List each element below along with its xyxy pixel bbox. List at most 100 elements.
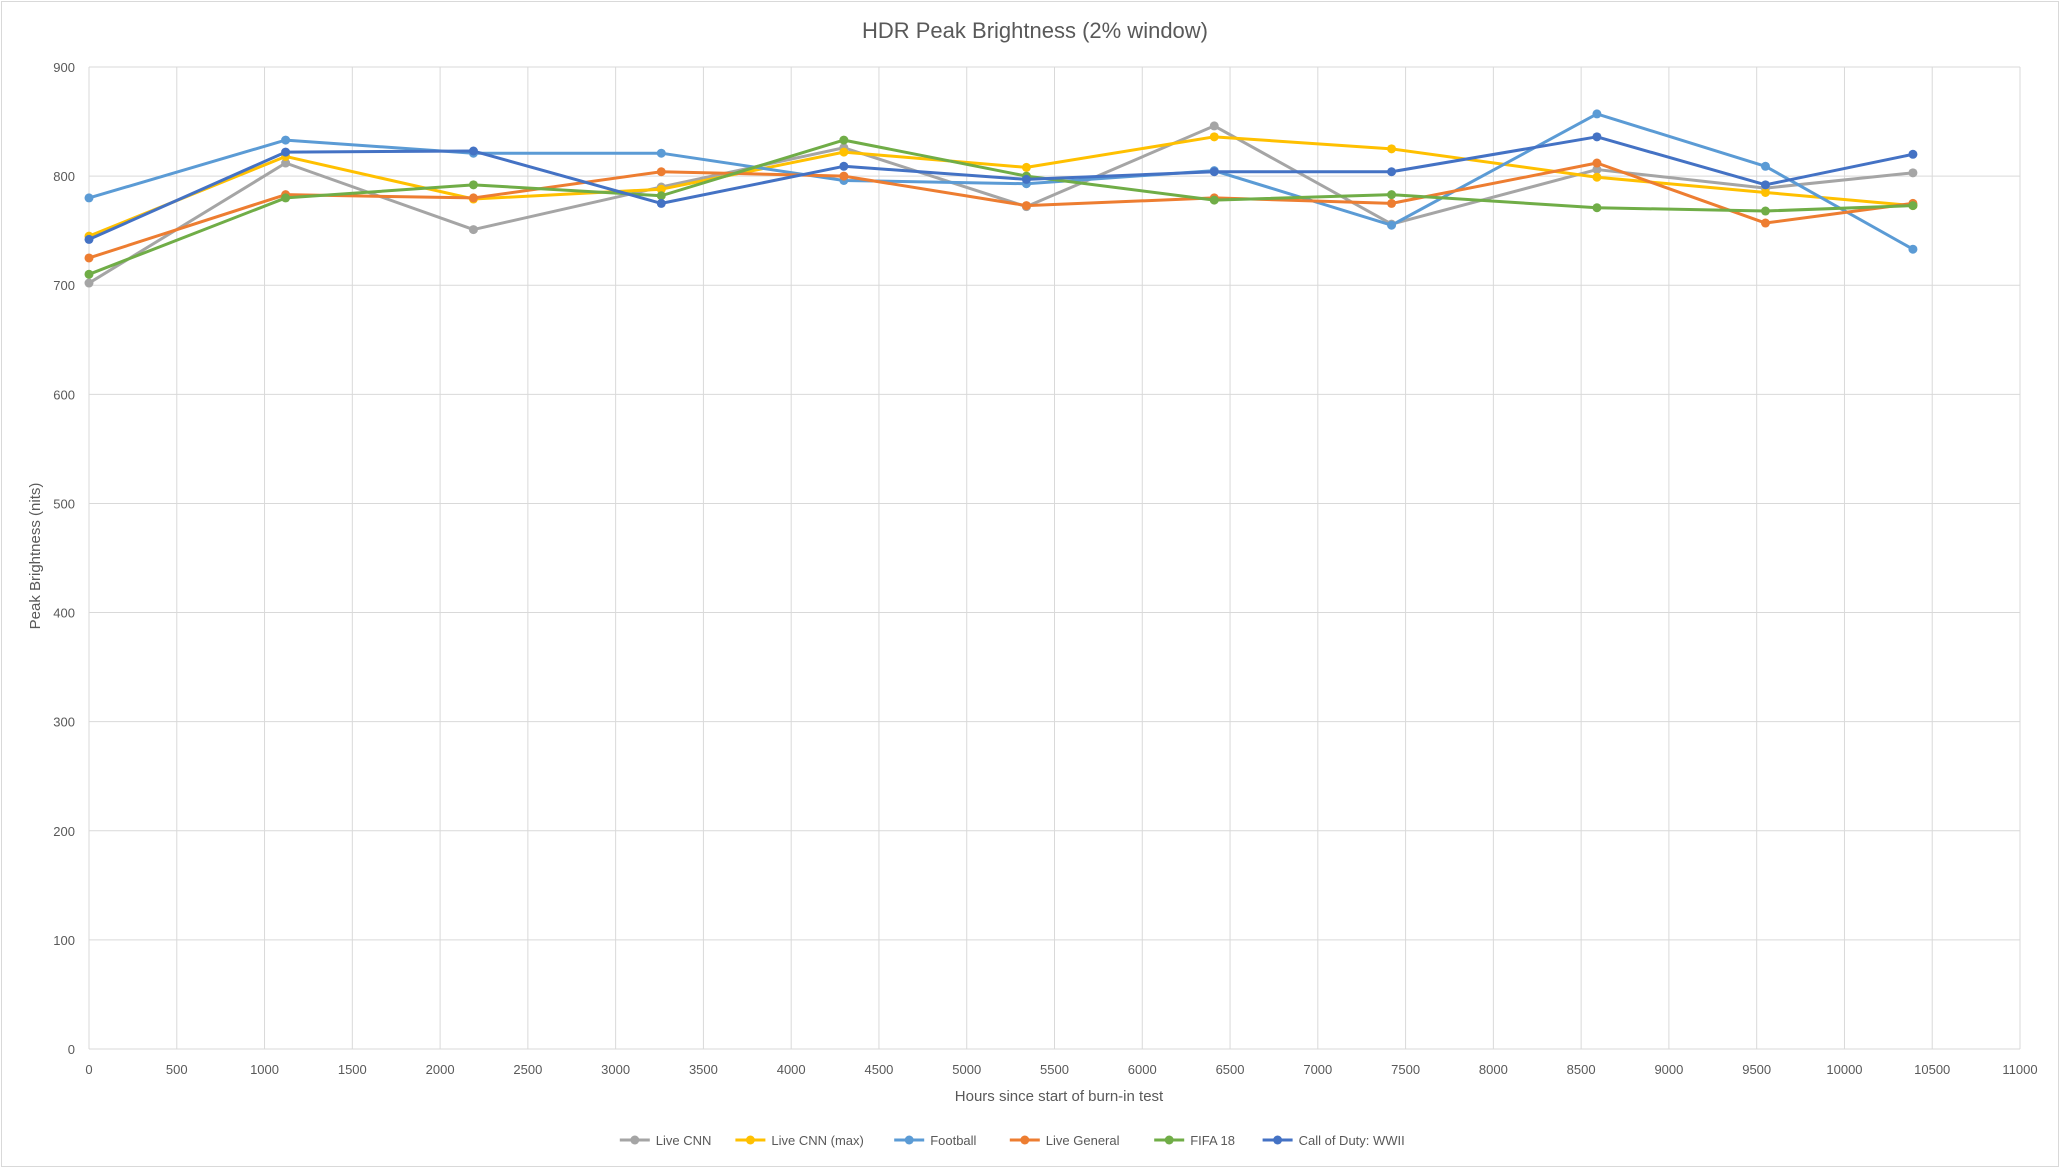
data-point bbox=[1387, 190, 1397, 200]
data-point bbox=[839, 161, 849, 171]
legend-label: FIFA 18 bbox=[1190, 1133, 1235, 1148]
data-point bbox=[1908, 168, 1918, 178]
y-tick-label: 0 bbox=[68, 1042, 75, 1057]
x-tick-label: 6000 bbox=[1128, 1062, 1157, 1077]
data-point bbox=[656, 191, 666, 201]
data-point bbox=[1760, 218, 1770, 228]
data-point bbox=[1592, 165, 1602, 175]
data-point bbox=[656, 167, 666, 177]
x-tick-label: 1500 bbox=[338, 1062, 367, 1077]
data-point bbox=[1592, 158, 1602, 168]
legend: Live CNN Live CNN (max) Football Live Gener… bbox=[619, 1133, 1405, 1148]
chart-title: HDR Peak Brightness (2% window) bbox=[862, 18, 1208, 43]
x-tick-label: 5000 bbox=[952, 1062, 981, 1077]
legend-item: Call of Duty: WWII bbox=[1262, 1133, 1405, 1148]
legend-item: Live CNN (max) bbox=[735, 1133, 864, 1148]
data-point bbox=[1760, 187, 1770, 197]
legend-swatch-marker bbox=[1273, 1135, 1283, 1145]
data-point bbox=[1021, 201, 1031, 211]
y-tick-label: 300 bbox=[53, 715, 75, 730]
data-point bbox=[1387, 198, 1397, 208]
data-point bbox=[1209, 195, 1219, 205]
y-tick-label: 100 bbox=[53, 933, 75, 948]
legend-item: FIFA 18 bbox=[1154, 1133, 1235, 1148]
legend-swatch-marker bbox=[1020, 1135, 1030, 1145]
x-tick-label: 9000 bbox=[1654, 1062, 1683, 1077]
grid-lines bbox=[88, 66, 2021, 1050]
x-tick-label: 8500 bbox=[1567, 1062, 1596, 1077]
x-tick-label: 3500 bbox=[689, 1062, 718, 1077]
data-point bbox=[84, 234, 94, 244]
data-point bbox=[839, 135, 849, 145]
legend-label: Call of Duty: WWII bbox=[1299, 1133, 1405, 1148]
data-point bbox=[1760, 206, 1770, 216]
x-tick-label: 7500 bbox=[1391, 1062, 1420, 1077]
data-point bbox=[1760, 161, 1770, 171]
legend-swatch-marker bbox=[904, 1135, 914, 1145]
y-tick-label: 900 bbox=[53, 60, 75, 75]
legend-item: Football bbox=[894, 1133, 977, 1148]
data-point bbox=[1908, 201, 1918, 211]
data-point bbox=[84, 278, 94, 288]
y-tick-label: 200 bbox=[53, 824, 75, 839]
legend-label: Live CNN bbox=[656, 1133, 712, 1148]
y-axis-title: Peak Brightness (nits) bbox=[27, 483, 44, 630]
legend-swatch-marker bbox=[745, 1135, 755, 1145]
data-point bbox=[1908, 244, 1918, 254]
data-point bbox=[468, 146, 478, 156]
x-tick-label: 0 bbox=[85, 1062, 92, 1077]
legend-swatch-marker bbox=[630, 1135, 640, 1145]
x-tick-label: 6500 bbox=[1216, 1062, 1245, 1077]
data-point bbox=[656, 184, 666, 194]
data-point bbox=[84, 253, 94, 263]
series-lines bbox=[84, 109, 1918, 288]
y-axis-ticks: 0 100 200 300 400 500 600 700 800 900 bbox=[53, 60, 75, 1057]
data-point bbox=[468, 193, 478, 203]
data-point bbox=[281, 158, 291, 168]
data-point bbox=[1592, 203, 1602, 213]
data-point bbox=[1387, 167, 1397, 177]
data-point bbox=[84, 193, 94, 203]
data-point bbox=[1760, 180, 1770, 190]
legend-item: Live CNN bbox=[619, 1133, 712, 1148]
data-point bbox=[1908, 149, 1918, 159]
x-tick-label: 8000 bbox=[1479, 1062, 1508, 1077]
x-tick-label: 500 bbox=[166, 1062, 188, 1077]
y-tick-label: 500 bbox=[53, 496, 75, 511]
data-point bbox=[1592, 109, 1602, 119]
data-point bbox=[1209, 121, 1219, 131]
data-point bbox=[281, 147, 291, 157]
data-point bbox=[1209, 167, 1219, 177]
x-tick-label: 11000 bbox=[2002, 1062, 2037, 1077]
data-point bbox=[1592, 172, 1602, 182]
legend-label: Live CNN (max) bbox=[771, 1133, 863, 1148]
x-tick-label: 10500 bbox=[1914, 1062, 1950, 1077]
data-point bbox=[281, 193, 291, 203]
y-tick-label: 800 bbox=[53, 169, 75, 184]
x-tick-label: 2000 bbox=[426, 1062, 455, 1077]
data-point bbox=[839, 171, 849, 181]
data-point bbox=[839, 147, 849, 157]
x-tick-label: 5500 bbox=[1040, 1062, 1069, 1077]
data-point bbox=[1592, 132, 1602, 142]
data-point bbox=[1387, 144, 1397, 154]
legend-label: Live General bbox=[1046, 1133, 1120, 1148]
series-line bbox=[88, 135, 1914, 241]
y-tick-label: 400 bbox=[53, 606, 75, 621]
x-axis-title: Hours since start of burn-in test bbox=[955, 1088, 1164, 1105]
x-tick-label: 3000 bbox=[601, 1062, 630, 1077]
x-axis-ticks: 0 500 1000 1500 2000 2500 3000 3500 4000 4500 5000… bbox=[85, 1062, 2037, 1077]
series-line bbox=[88, 138, 1913, 276]
legend-item: Live General bbox=[1009, 1133, 1120, 1148]
legend-swatch-marker bbox=[1164, 1135, 1174, 1145]
x-tick-label: 7000 bbox=[1303, 1062, 1332, 1077]
data-point bbox=[281, 135, 291, 145]
x-tick-label: 2500 bbox=[513, 1062, 542, 1077]
data-point bbox=[1209, 132, 1219, 142]
x-tick-label: 10000 bbox=[1826, 1062, 1862, 1077]
series-6 bbox=[84, 132, 1918, 244]
data-point bbox=[1021, 174, 1031, 184]
series-5 bbox=[84, 135, 1918, 279]
x-tick-label: 4000 bbox=[777, 1062, 806, 1077]
